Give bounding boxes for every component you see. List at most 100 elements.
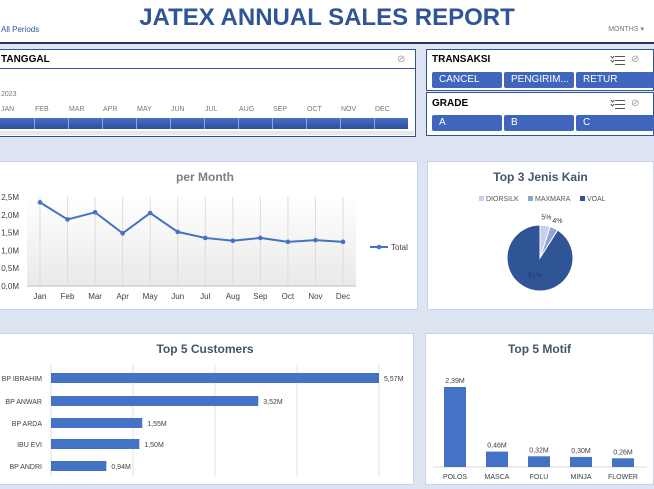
legend-swatch [528,196,533,201]
data-label: 2,39M [445,378,465,385]
chevron-down-icon: ▾ [640,26,644,33]
data-point [285,239,291,245]
legend-label: DIORSILK [486,196,519,203]
bar-bp-anwar [51,396,259,406]
bar-bp-ibrahim [51,373,379,383]
data-label: 1,50M [144,442,164,449]
timeline-segment-divider [204,118,205,129]
grade-item-a[interactable]: A [432,115,502,131]
category-label: MINJA [571,474,592,481]
x-tick-label: Mar [88,292,102,301]
bar-masca [486,451,508,467]
data-point [202,235,208,241]
data-point [230,238,236,244]
timeline-month-nov[interactable]: NOV [341,106,357,113]
data-label: 0,26M [613,449,633,456]
timeline-month-aug[interactable]: AUG [239,106,255,113]
timeline-month-feb[interactable]: FEB [35,106,49,113]
data-label: 0,32M [529,447,549,454]
timeline-segment-divider [136,118,137,129]
y-tick-label: 2,5M [1,193,19,202]
data-point [313,237,318,243]
timeline-segment-divider [102,118,103,129]
data-point [258,235,263,241]
x-tick-label: Jun [171,292,184,301]
transaksi-header: TRANSAKSI [432,54,491,65]
motif-chart: 2,39M POLOS 0,46M MASCA 0,32M FOLU 0,30M MINJA 0… [433,378,647,481]
data-point [65,217,70,222]
timeline-segment-divider [340,118,341,129]
pie-data-label: 4% [552,218,562,225]
data-point [92,210,98,215]
x-tick-label: Jul [200,292,210,301]
bar-minja [570,456,592,467]
transaksi-item-pengiriman[interactable]: PENGIRIM... [504,72,574,88]
timeline-segment-divider [238,118,239,129]
motif-chart-title: Top 5 Motif [507,342,572,356]
timeline-period: All Periods [1,25,40,34]
grade-item-b[interactable]: B [504,115,574,131]
filter-clear-icon[interactable]: ⊘ [631,98,640,109]
grade-item-c[interactable]: C [576,115,654,131]
data-point [340,239,346,245]
multi-select-icon[interactable] [610,98,625,109]
customers-panel: Top 5 Customers [0,333,414,485]
legend-label: VOAL [587,196,606,203]
x-tick-label: Nov [308,292,322,301]
data-label: 3,52M [263,399,283,406]
timeline-month-dec[interactable]: DEC [375,106,390,113]
bar-polos [444,387,466,467]
data-label: 0,30M [571,448,591,455]
category-label: BP ANWAR [5,399,42,406]
timeline-scrollbar[interactable] [0,131,414,135]
monthly-sales-chart: Jan Feb Mar Apr May Jun Jul Aug Sep Oct Nov Dec 0,0M… [1,193,408,301]
pie-data-label: 91% [528,272,542,279]
timeline-divider [0,68,415,69]
data-point [37,200,43,205]
timeline-month-jun[interactable]: JUN [171,106,185,113]
x-tick-label: May [143,292,158,301]
grade-header: GRADE [432,98,469,109]
filter-clear-icon[interactable]: ⊘ [631,54,640,65]
timeline-month-apr[interactable]: APR [103,106,118,113]
x-tick-label: Apr [116,292,129,301]
multi-select-icon[interactable] [610,54,625,65]
category-label: IBU EVI [17,442,42,449]
timeline-month-oct[interactable]: OCT [307,106,322,113]
timeline-month-jan[interactable]: JAN [1,106,15,113]
pie-slice-voal [506,224,574,292]
y-tick-label: 0,0M [1,282,19,291]
legend-swatch [479,196,484,201]
bar-ibu-evi [51,439,140,449]
x-tick-label: Sep [253,292,268,301]
filter-clear-icon[interactable]: ⊘ [397,54,406,65]
data-label: 1,55M [147,421,167,428]
timeline-segment-divider [68,118,69,129]
x-tick-label: Aug [226,292,240,301]
transaksi-item-retur[interactable]: RETUR [576,72,654,88]
transaksi-item-cancel[interactable]: CANCEL [432,72,502,88]
timeline-level-label: MONTHS [608,26,639,33]
x-tick-label: Oct [282,292,295,301]
data-label: 0,46M [487,443,507,450]
data-point [147,210,153,216]
category-label: BP IBRAHIM [2,376,42,383]
x-tick-label: Dec [336,292,350,301]
category-label: POLOS [443,474,467,481]
data-point [175,229,181,235]
category-label: BP ARDA [12,421,43,428]
x-tick-label: Jan [34,292,47,301]
legend-marker [376,244,382,250]
y-tick-label: 2,0M [1,211,19,220]
category-label: MASCA [485,474,510,481]
timeline-segment-divider [306,118,307,129]
timeline-segment-divider [170,118,171,129]
timeline-level-dropdown[interactable]: MONTHS ▾ [608,25,644,33]
timeline-month-mar[interactable]: MAR [69,106,85,113]
timeline-month-sep[interactable]: SEP [273,106,288,113]
legend-label: MAXMARA [535,196,571,203]
page-title: JATEX ANNUAL SALES REPORT [139,4,515,31]
timeline-month-may[interactable]: MAY [137,106,152,113]
category-label: BP ANDRI [9,464,42,471]
timeline-month-jul[interactable]: JUL [205,106,218,113]
